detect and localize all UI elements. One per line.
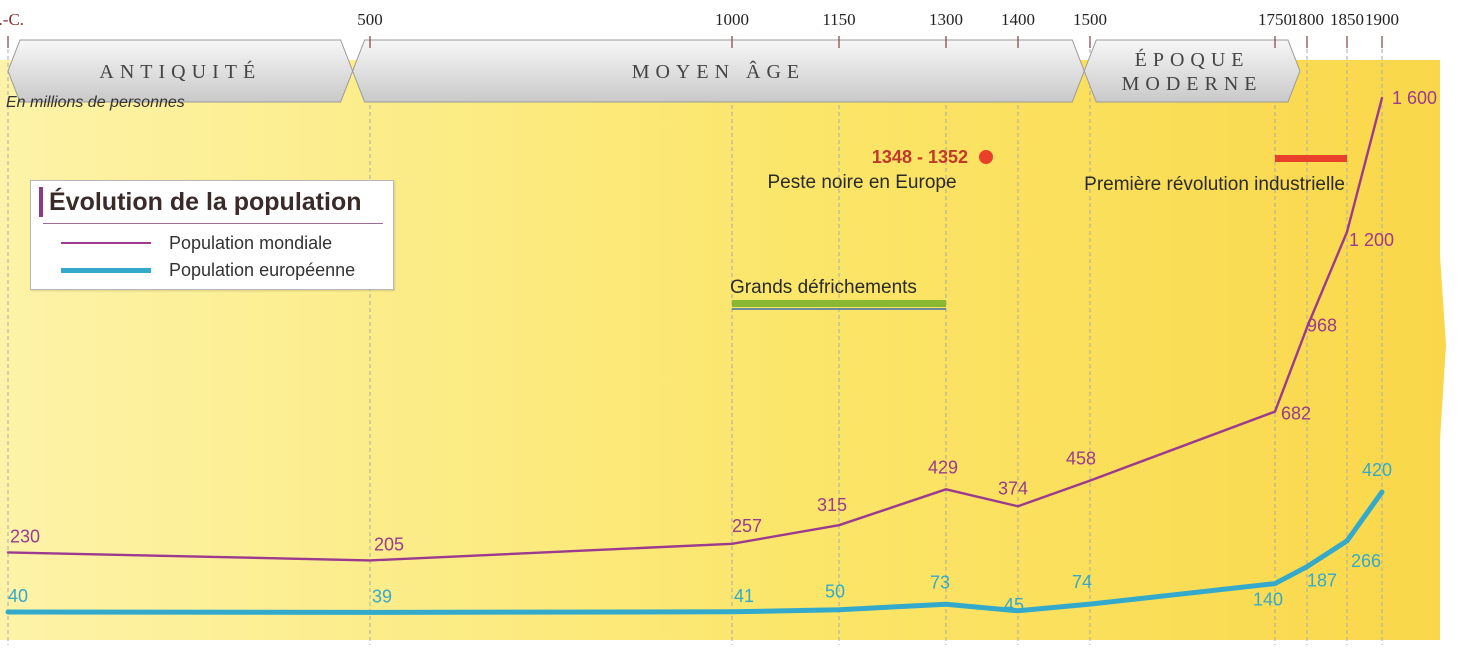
legend-label-world: Population mondiale [169, 232, 333, 253]
x-tick-label-8: 1800 [1290, 10, 1324, 29]
data-label-europe-1: 39 [372, 586, 392, 606]
data-label-world-4: 429 [928, 457, 958, 477]
data-label-europe-4: 73 [930, 572, 950, 592]
data-label-europe-0: 40 [8, 586, 28, 606]
data-label-europe-7: 140 [1253, 590, 1283, 610]
legend-item-world: Population mondiale [61, 231, 332, 255]
period-label-2-1: MODERNE [1122, 73, 1263, 95]
legend-swatch-world [61, 242, 151, 244]
unit-label: En millions de personnes [6, 94, 185, 111]
annotation-revolution-text: Première révolution industrielle [1084, 174, 1345, 195]
data-label-europe-9: 266 [1351, 551, 1381, 571]
annotation-defrichements-bar [732, 300, 946, 307]
x-tick-label-9: 1850 [1330, 10, 1364, 29]
series-line-europe [5, 489, 1385, 615]
data-label-world-8: 968 [1307, 315, 1337, 335]
period-band-1 [352, 39, 1085, 103]
data-label-europe-5: 45 [1004, 595, 1024, 615]
data-label-world-1: 205 [374, 534, 404, 554]
data-label-europe-2: 41 [734, 586, 754, 606]
data-label-world-6: 458 [1066, 449, 1096, 469]
period-label-1: MOYEN ÂGE [632, 60, 805, 83]
x-tick-label-0: J.-C. [0, 10, 24, 29]
annotation-peste-date: 1348 - 1352 [872, 147, 968, 167]
legend-item-europe: Population européenne [61, 258, 355, 282]
x-tick-label-4: 1300 [929, 10, 963, 29]
legend-title: Évolution de la population [39, 187, 362, 217]
x-tick-label-3: 1150 [822, 10, 855, 29]
period-label-0: ANTIQUITÉ [99, 60, 261, 83]
x-tick-label-6: 1500 [1073, 10, 1107, 29]
annotation-peste-dot [979, 150, 993, 164]
x-tick-label-1: 500 [357, 10, 383, 29]
legend: Évolution de la population Population mo… [30, 180, 394, 290]
data-label-europe-8: 187 [1307, 571, 1337, 591]
data-label-world-7: 682 [1281, 404, 1311, 424]
chart-background [0, 60, 1446, 640]
legend-divider [43, 223, 383, 224]
x-tick-label-5: 1400 [1001, 10, 1035, 29]
x-tick-label-10: 1900 [1365, 10, 1399, 29]
legend-swatch-europe [61, 267, 151, 273]
data-label-world-0: 230 [10, 526, 40, 546]
x-tick-label-7: 1750 [1258, 10, 1292, 29]
data-label-world-5: 374 [998, 478, 1028, 498]
data-label-europe-6: 74 [1072, 572, 1092, 592]
data-label-europe-10: 420 [1362, 460, 1392, 480]
annotation-revolution-bar [1275, 155, 1347, 162]
period-band-2 [1083, 39, 1301, 103]
data-label-world-10: 1 600 [1392, 88, 1437, 108]
x-tick-label-2: 1000 [715, 10, 749, 29]
annotation-defrichements-text: Grands défrichements [730, 277, 917, 298]
data-label-world-2: 257 [732, 516, 762, 536]
legend-label-europe: Population européenne [169, 259, 356, 280]
data-label-europe-3: 50 [825, 582, 845, 602]
annotation-peste-text: Peste noire en Europe [767, 172, 956, 193]
series-line-world [6, 96, 1384, 562]
data-label-world-9: 1 200 [1349, 230, 1394, 250]
period-label-2-0: ÉPOQUE [1135, 48, 1250, 71]
period-band-0 [7, 39, 354, 103]
data-label-world-3: 315 [817, 495, 847, 515]
